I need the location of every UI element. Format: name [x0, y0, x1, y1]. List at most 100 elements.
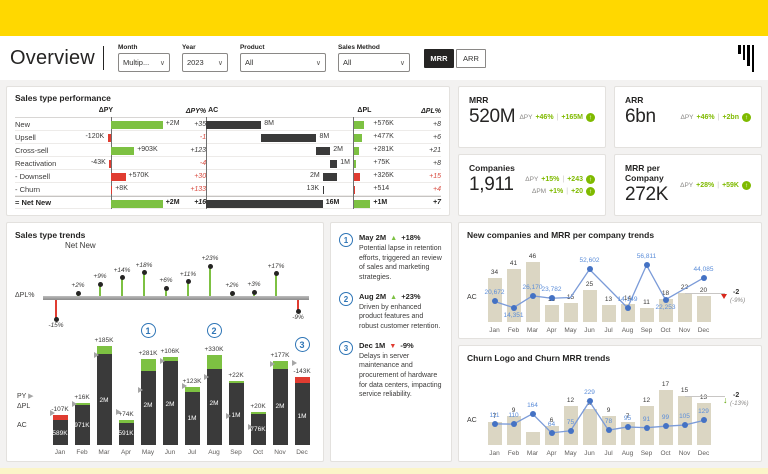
lollipop-point-apr[interactable]: [119, 275, 125, 281]
filter-dropdown-month[interactable]: Multip... ∨: [117, 53, 170, 72]
dpl-cell: +326K: [351, 169, 409, 183]
companies-bar-sep[interactable]: [639, 307, 654, 322]
filter-dropdown-product[interactable]: All ∨: [239, 53, 326, 72]
ac-bar[interactable]: [206, 120, 262, 129]
ac-label-jul: 1M: [187, 414, 197, 422]
dpl-bar[interactable]: [354, 172, 360, 181]
net-new-bar-jan[interactable]: [52, 419, 68, 445]
dpl-bar[interactable]: [354, 146, 359, 155]
ac-waterfall-cell: 16M: [206, 196, 351, 209]
ac-bar[interactable]: [261, 133, 317, 142]
companies-line-label-oct: 22,253: [655, 303, 676, 311]
dpl-bar[interactable]: [354, 159, 356, 168]
ac-bar[interactable]: [330, 159, 338, 168]
dpl-label-apr: +74K: [118, 410, 134, 418]
net-new-bar-sep[interactable]: [228, 381, 244, 445]
dpy-cell: -120K: [75, 130, 171, 144]
companies-bar-may[interactable]: [563, 302, 578, 322]
companies-dot-oct[interactable]: [662, 296, 669, 303]
dpy-bar[interactable]: [110, 172, 126, 181]
companies-bar-apr[interactable]: [544, 305, 559, 322]
dpl-bar[interactable]: [354, 185, 356, 194]
dpy-bar[interactable]: [110, 199, 163, 208]
net-new-bar-feb[interactable]: [74, 403, 90, 445]
dpy-bar[interactable]: [109, 159, 111, 168]
churn-dot-jun[interactable]: [586, 398, 593, 405]
lollipop-point-jan[interactable]: [53, 316, 59, 322]
lollipop-point-dec[interactable]: [295, 308, 301, 314]
companies-dot-jun[interactable]: [586, 266, 593, 273]
lollipop-point-nov[interactable]: [273, 271, 279, 277]
py-marker-mar: [93, 351, 99, 358]
ac-bar[interactable]: [206, 199, 323, 208]
net-new-bar-apr[interactable]: [118, 419, 134, 445]
churn-bar-mar[interactable]: [525, 432, 540, 445]
dpl-value: +1M: [373, 199, 388, 206]
churn-dot-aug[interactable]: [624, 423, 631, 430]
filter-dropdown-year[interactable]: 2023 ∨: [181, 53, 228, 72]
dpl-bar[interactable]: [354, 199, 371, 208]
companies-dot-aug[interactable]: [624, 304, 631, 311]
net-new-bar-may[interactable]: [140, 359, 156, 445]
net-new-bar-dec[interactable]: [294, 382, 310, 445]
filter-dropdown-sales-method[interactable]: All ∨: [337, 53, 410, 72]
companies-x-label-feb: Feb: [507, 327, 520, 334]
dpy-bar[interactable]: [110, 185, 113, 194]
companies-bar-nov[interactable]: [677, 293, 692, 322]
lollipop-point-mar[interactable]: [97, 281, 103, 287]
churn-dot-sep[interactable]: [643, 424, 650, 431]
lollipop-point-may[interactable]: [141, 270, 147, 276]
companies-dot-apr[interactable]: [548, 295, 555, 302]
ac-value: 2M: [333, 146, 344, 153]
net-new-bar-aug[interactable]: [206, 354, 222, 445]
churn-dot-feb[interactable]: [510, 421, 517, 428]
net-new-bar-jun[interactable]: [162, 356, 178, 445]
lollipop-point-feb[interactable]: [75, 290, 81, 296]
churn-dot-jul[interactable]: [605, 427, 612, 434]
lollipop-point-jun[interactable]: [163, 285, 169, 291]
churn-bar-jun[interactable]: [582, 409, 597, 445]
ac-label-jun: 2M: [165, 401, 175, 409]
arr-toggle-button[interactable]: ARR: [455, 48, 486, 68]
annotation-pct: -9%: [398, 340, 414, 350]
kpi-title: MRR: [469, 95, 489, 105]
ac-bar[interactable]: [323, 172, 338, 181]
dpy-bar[interactable]: [110, 146, 135, 155]
churn-dot-nov[interactable]: [681, 422, 688, 429]
dpl-bar[interactable]: [354, 133, 363, 142]
metric-abs: +20: [571, 187, 583, 195]
churn-dot-mar[interactable]: [529, 410, 536, 417]
up-arrow-circle-icon: ↑: [742, 180, 751, 190]
dpy-bar[interactable]: [110, 120, 163, 129]
companies-dot-mar[interactable]: [529, 292, 536, 299]
annotation-number-2: 2: [339, 291, 353, 306]
companies-bar-jun[interactable]: [582, 289, 597, 322]
companies-dot-jan[interactable]: [491, 298, 498, 305]
companies-dot-dec[interactable]: [700, 274, 707, 281]
churn-dot-oct[interactable]: [662, 423, 669, 430]
lollipop-point-oct[interactable]: [251, 289, 257, 295]
kpi-metrics: ΔPY +46% | +2bn ↑: [681, 95, 751, 139]
lollipop-point-sep[interactable]: [229, 290, 235, 296]
net-new-bar-mar[interactable]: [96, 346, 112, 445]
companies-dot-feb[interactable]: [510, 304, 517, 311]
lollipop-point-jul[interactable]: [185, 279, 191, 285]
churn-dot-dec[interactable]: [700, 417, 707, 424]
ac-bar[interactable]: [316, 146, 331, 155]
legend-ac: AC: [17, 422, 27, 429]
net-new-bar-oct[interactable]: [250, 411, 266, 445]
ac-bar[interactable]: [322, 185, 325, 194]
net-new-bar-nov[interactable]: [272, 361, 288, 445]
lollipop-point-aug[interactable]: [207, 263, 213, 269]
mrr-toggle-button[interactable]: MRR: [423, 48, 454, 68]
companies-bar-jul[interactable]: [601, 305, 616, 322]
companies-bar-dec[interactable]: [696, 296, 711, 322]
net-new-bar-jul[interactable]: [184, 386, 200, 445]
churn-dot-jan[interactable]: [491, 420, 498, 427]
churn-dot-apr[interactable]: [548, 429, 555, 436]
dpl-bar[interactable]: [354, 120, 364, 129]
churn-bar-nov[interactable]: [677, 396, 692, 445]
companies-dot-sep[interactable]: [643, 262, 650, 269]
dpy-bar[interactable]: [107, 133, 111, 142]
churn-dot-may[interactable]: [567, 427, 574, 434]
